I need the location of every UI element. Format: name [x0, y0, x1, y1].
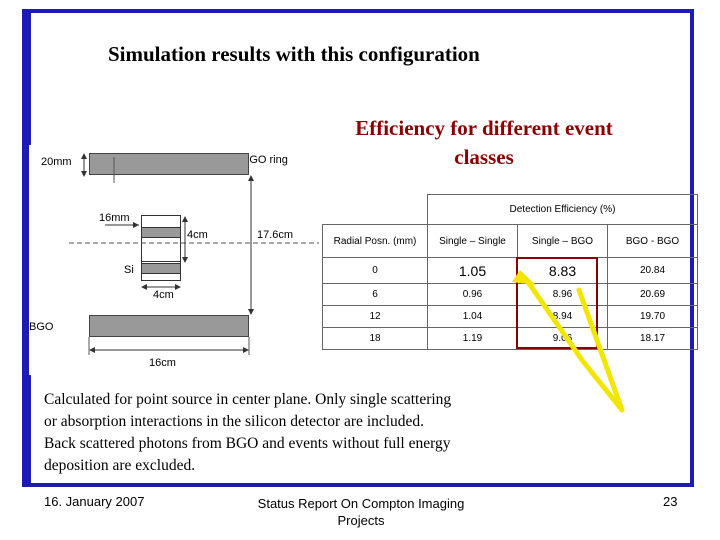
table-row: 12 1.04 8.94 19.70 — [322, 305, 698, 328]
diagram-dimension-lines — [69, 153, 319, 355]
dim-label-16cm: 16cm — [149, 357, 176, 369]
geometry-diagram: 20mm BGO ring 16mm 4cm 17.6cm Si 4cm BGO… — [29, 145, 329, 375]
cell-single-single: 1.05 — [427, 257, 518, 284]
cell-radial: 0 — [322, 257, 428, 284]
cell-bgo-bgo: 18.17 — [607, 327, 698, 350]
dim-label-4cm-a: 4cm — [187, 229, 208, 241]
si-label: Si — [124, 264, 134, 276]
si-plate-upper — [141, 227, 181, 238]
dim-label-4cm-b: 4cm — [153, 289, 174, 301]
table-corner — [323, 195, 428, 225]
cell-single-single: 1.04 — [427, 305, 518, 328]
si-plate-lower — [141, 263, 181, 274]
dim-label-17-6cm: 17.6cm — [257, 229, 294, 241]
footer-date: 16. January 2007 — [44, 494, 145, 509]
cell-radial: 12 — [322, 305, 428, 328]
table-row: 0 1.05 8.83 20.84 — [322, 257, 698, 284]
cell-radial: 18 — [322, 327, 428, 350]
col-header-single-bgo: Single – BGO — [517, 224, 608, 258]
bgo-label: BGO — [29, 321, 54, 333]
bgo-top-bar — [89, 153, 249, 175]
cell-single-single: 1.19 — [427, 327, 518, 350]
cell-single-single: 0.96 — [427, 283, 518, 306]
page-number: 23 — [663, 494, 678, 509]
col-header-bgo-bgo: BGO - BGO — [607, 224, 698, 258]
bgo-ring-label: BGO ring — [242, 154, 288, 166]
cell-single-bgo: 8.96 — [517, 283, 608, 306]
cell-bgo-bgo: 20.69 — [607, 283, 698, 306]
slide-frame-left-bar — [22, 9, 31, 487]
description-line: or absorption interactions in the silico… — [44, 413, 425, 430]
cell-single-bgo: 8.83 — [517, 257, 608, 284]
table-row: 18 1.19 9.06 18.17 — [322, 327, 698, 350]
table-row: 6 0.96 8.96 20.69 — [322, 283, 698, 306]
cell-single-bgo: 8.94 — [517, 305, 608, 328]
slide-subtitle: Efficiency for different event classes — [355, 116, 613, 169]
description-line: Back scattered photons from BGO and even… — [44, 435, 451, 452]
cell-radial: 6 — [322, 283, 428, 306]
col-header-radial: Radial Posn. (mm) — [322, 224, 428, 258]
dim-label-16mm: 16mm — [99, 212, 130, 224]
description-line: Calculated for point source in center pl… — [44, 391, 452, 408]
cell-single-bgo: 9.06 — [517, 327, 608, 350]
description-line: deposition are excluded. — [44, 457, 196, 474]
bgo-bottom-bar — [89, 315, 249, 337]
slide-title: Simulation results with this configurati… — [108, 42, 480, 66]
description-text: Calculated for point source in center pl… — [44, 389, 534, 477]
dim-label-20mm: 20mm — [41, 156, 72, 168]
footer-center: Status Report On Compton Imaging Project… — [257, 496, 465, 528]
col-header-single-single: Single – Single — [427, 224, 518, 258]
cell-bgo-bgo: 20.84 — [607, 257, 698, 284]
cell-bgo-bgo: 19.70 — [607, 305, 698, 328]
table-group-header: Detection Efficiency (%) — [427, 194, 698, 225]
efficiency-table: Detection Efficiency (%) Radial Posn. (m… — [322, 194, 698, 350]
